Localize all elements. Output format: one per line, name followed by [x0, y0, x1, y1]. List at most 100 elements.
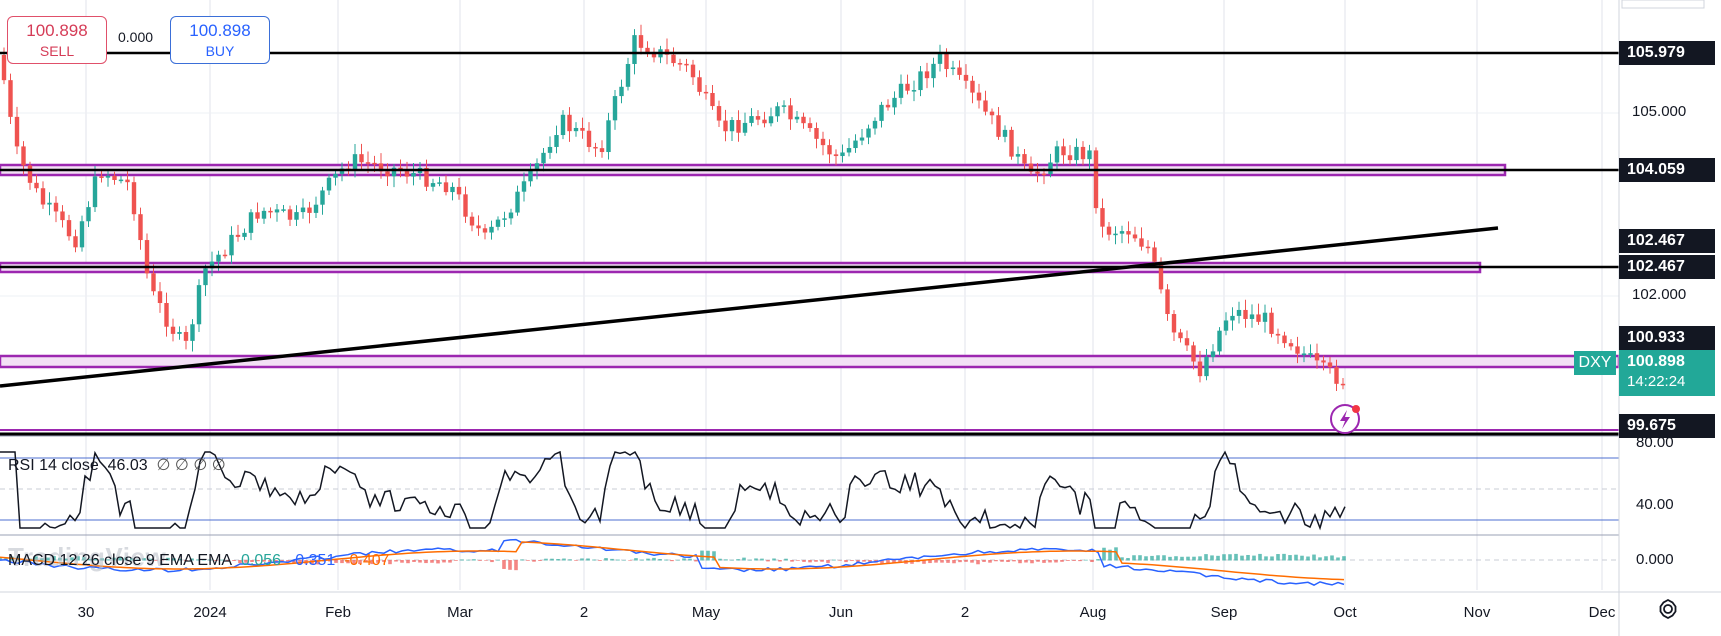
candle-body	[872, 120, 878, 129]
macd-hist-bar	[352, 560, 356, 565]
candle	[807, 117, 813, 132]
candle-body	[222, 254, 228, 257]
macd-legend[interactable]: MACD 12 26 close 9 EMA EMA 0.056 -0.351 …	[8, 552, 390, 570]
candle-body	[359, 154, 364, 163]
rsi-legend[interactable]: RSI 14 close 46.03 ∅ ∅ ∅ ∅	[8, 455, 226, 475]
symbol-tag: DXY	[1574, 351, 1616, 375]
candle	[86, 201, 91, 228]
macd-hist-bar	[844, 560, 848, 563]
candle-body	[157, 291, 163, 304]
candle-body	[450, 186, 455, 193]
candle-body	[248, 212, 254, 233]
candle-body	[541, 152, 546, 164]
macd-hist-bar	[574, 560, 578, 561]
candle-body	[203, 268, 208, 286]
candle	[599, 140, 605, 158]
candle	[931, 57, 936, 88]
candle-body	[742, 122, 748, 133]
candle	[1217, 327, 1222, 356]
horizontal-level-lines	[0, 51, 1619, 436]
candle	[404, 161, 410, 184]
macd-hist-bar	[442, 560, 446, 563]
buy-label: BUY	[205, 43, 235, 59]
grid-lines	[0, 0, 1619, 590]
candle	[1022, 149, 1027, 171]
macd-hist-bar	[328, 560, 332, 562]
candle-body	[112, 175, 117, 181]
candle	[1334, 359, 1339, 391]
candle	[437, 176, 442, 187]
macd-hist-bar	[196, 559, 200, 561]
candle	[385, 163, 390, 186]
macd-hist-bar	[688, 558, 692, 561]
candle	[1087, 144, 1092, 170]
candle	[638, 24, 644, 55]
candle-body	[1119, 231, 1125, 234]
macd-line-value: -0.351	[289, 552, 336, 569]
candle	[255, 202, 260, 223]
macd-hist-bar	[1054, 560, 1058, 563]
candle	[1015, 146, 1021, 165]
macd-hist-bar	[976, 560, 980, 565]
macd-hist-bar	[1198, 556, 1202, 561]
candle-body	[989, 111, 995, 116]
candle	[541, 148, 546, 172]
candle	[814, 122, 819, 149]
candle	[1321, 355, 1326, 371]
macd-hist-bar	[730, 559, 734, 561]
candle	[1191, 341, 1196, 370]
macd-hist-bar	[370, 560, 374, 565]
macd-hist-bar	[292, 560, 296, 564]
macd-hist-bar	[82, 557, 86, 561]
time-label-oct: Oct	[1333, 604, 1357, 621]
rising-trend-line	[0, 226, 1499, 388]
candle-body	[846, 148, 852, 153]
candle-body	[14, 116, 20, 147]
candle	[664, 38, 670, 65]
macd-hist-bar	[106, 559, 110, 561]
candle	[1262, 304, 1268, 333]
candle-body	[801, 116, 806, 124]
candle-body	[619, 86, 624, 97]
candle-body	[1048, 162, 1053, 175]
candle	[1288, 339, 1294, 351]
macd-hist-bar	[586, 558, 590, 561]
candle-body	[892, 97, 897, 108]
macd-hist-bar	[934, 560, 938, 563]
candle-body	[1113, 233, 1118, 236]
candle	[950, 60, 956, 76]
sell-button[interactable]: 100.898 SELL	[7, 16, 107, 64]
candle	[684, 58, 689, 72]
macd-hist-bar	[928, 560, 932, 564]
candle-body	[1295, 346, 1300, 354]
macd-hist-bar	[220, 559, 224, 561]
candle	[183, 325, 189, 350]
macd-hist-bar	[58, 557, 62, 561]
candle-body	[768, 116, 774, 124]
candle-body	[469, 216, 475, 226]
candle	[658, 45, 663, 64]
macd-hist-bar	[562, 558, 566, 561]
lightning-alert-icon[interactable]	[1330, 404, 1360, 434]
macd-hist-bar	[868, 560, 872, 563]
candle-body	[125, 179, 130, 183]
candle	[274, 204, 280, 222]
macd-hist-bar	[646, 558, 650, 561]
candle-body	[313, 204, 319, 213]
candle	[79, 215, 85, 252]
macd-hist-bar	[694, 560, 698, 562]
candle	[40, 181, 46, 209]
settings-gear-icon[interactable]	[1657, 598, 1679, 620]
candle-body	[242, 232, 247, 237]
macd-hist-bar	[538, 560, 542, 561]
buy-button[interactable]: 100.898 BUY	[170, 16, 270, 64]
time-label-sep: Sep	[1210, 604, 1238, 621]
macd-hist-bar	[388, 560, 392, 565]
candle-body	[599, 148, 605, 153]
candle-body	[580, 127, 585, 131]
macd-hist-bar	[790, 560, 794, 562]
candle-body	[105, 175, 111, 178]
candle-body	[1340, 383, 1346, 386]
